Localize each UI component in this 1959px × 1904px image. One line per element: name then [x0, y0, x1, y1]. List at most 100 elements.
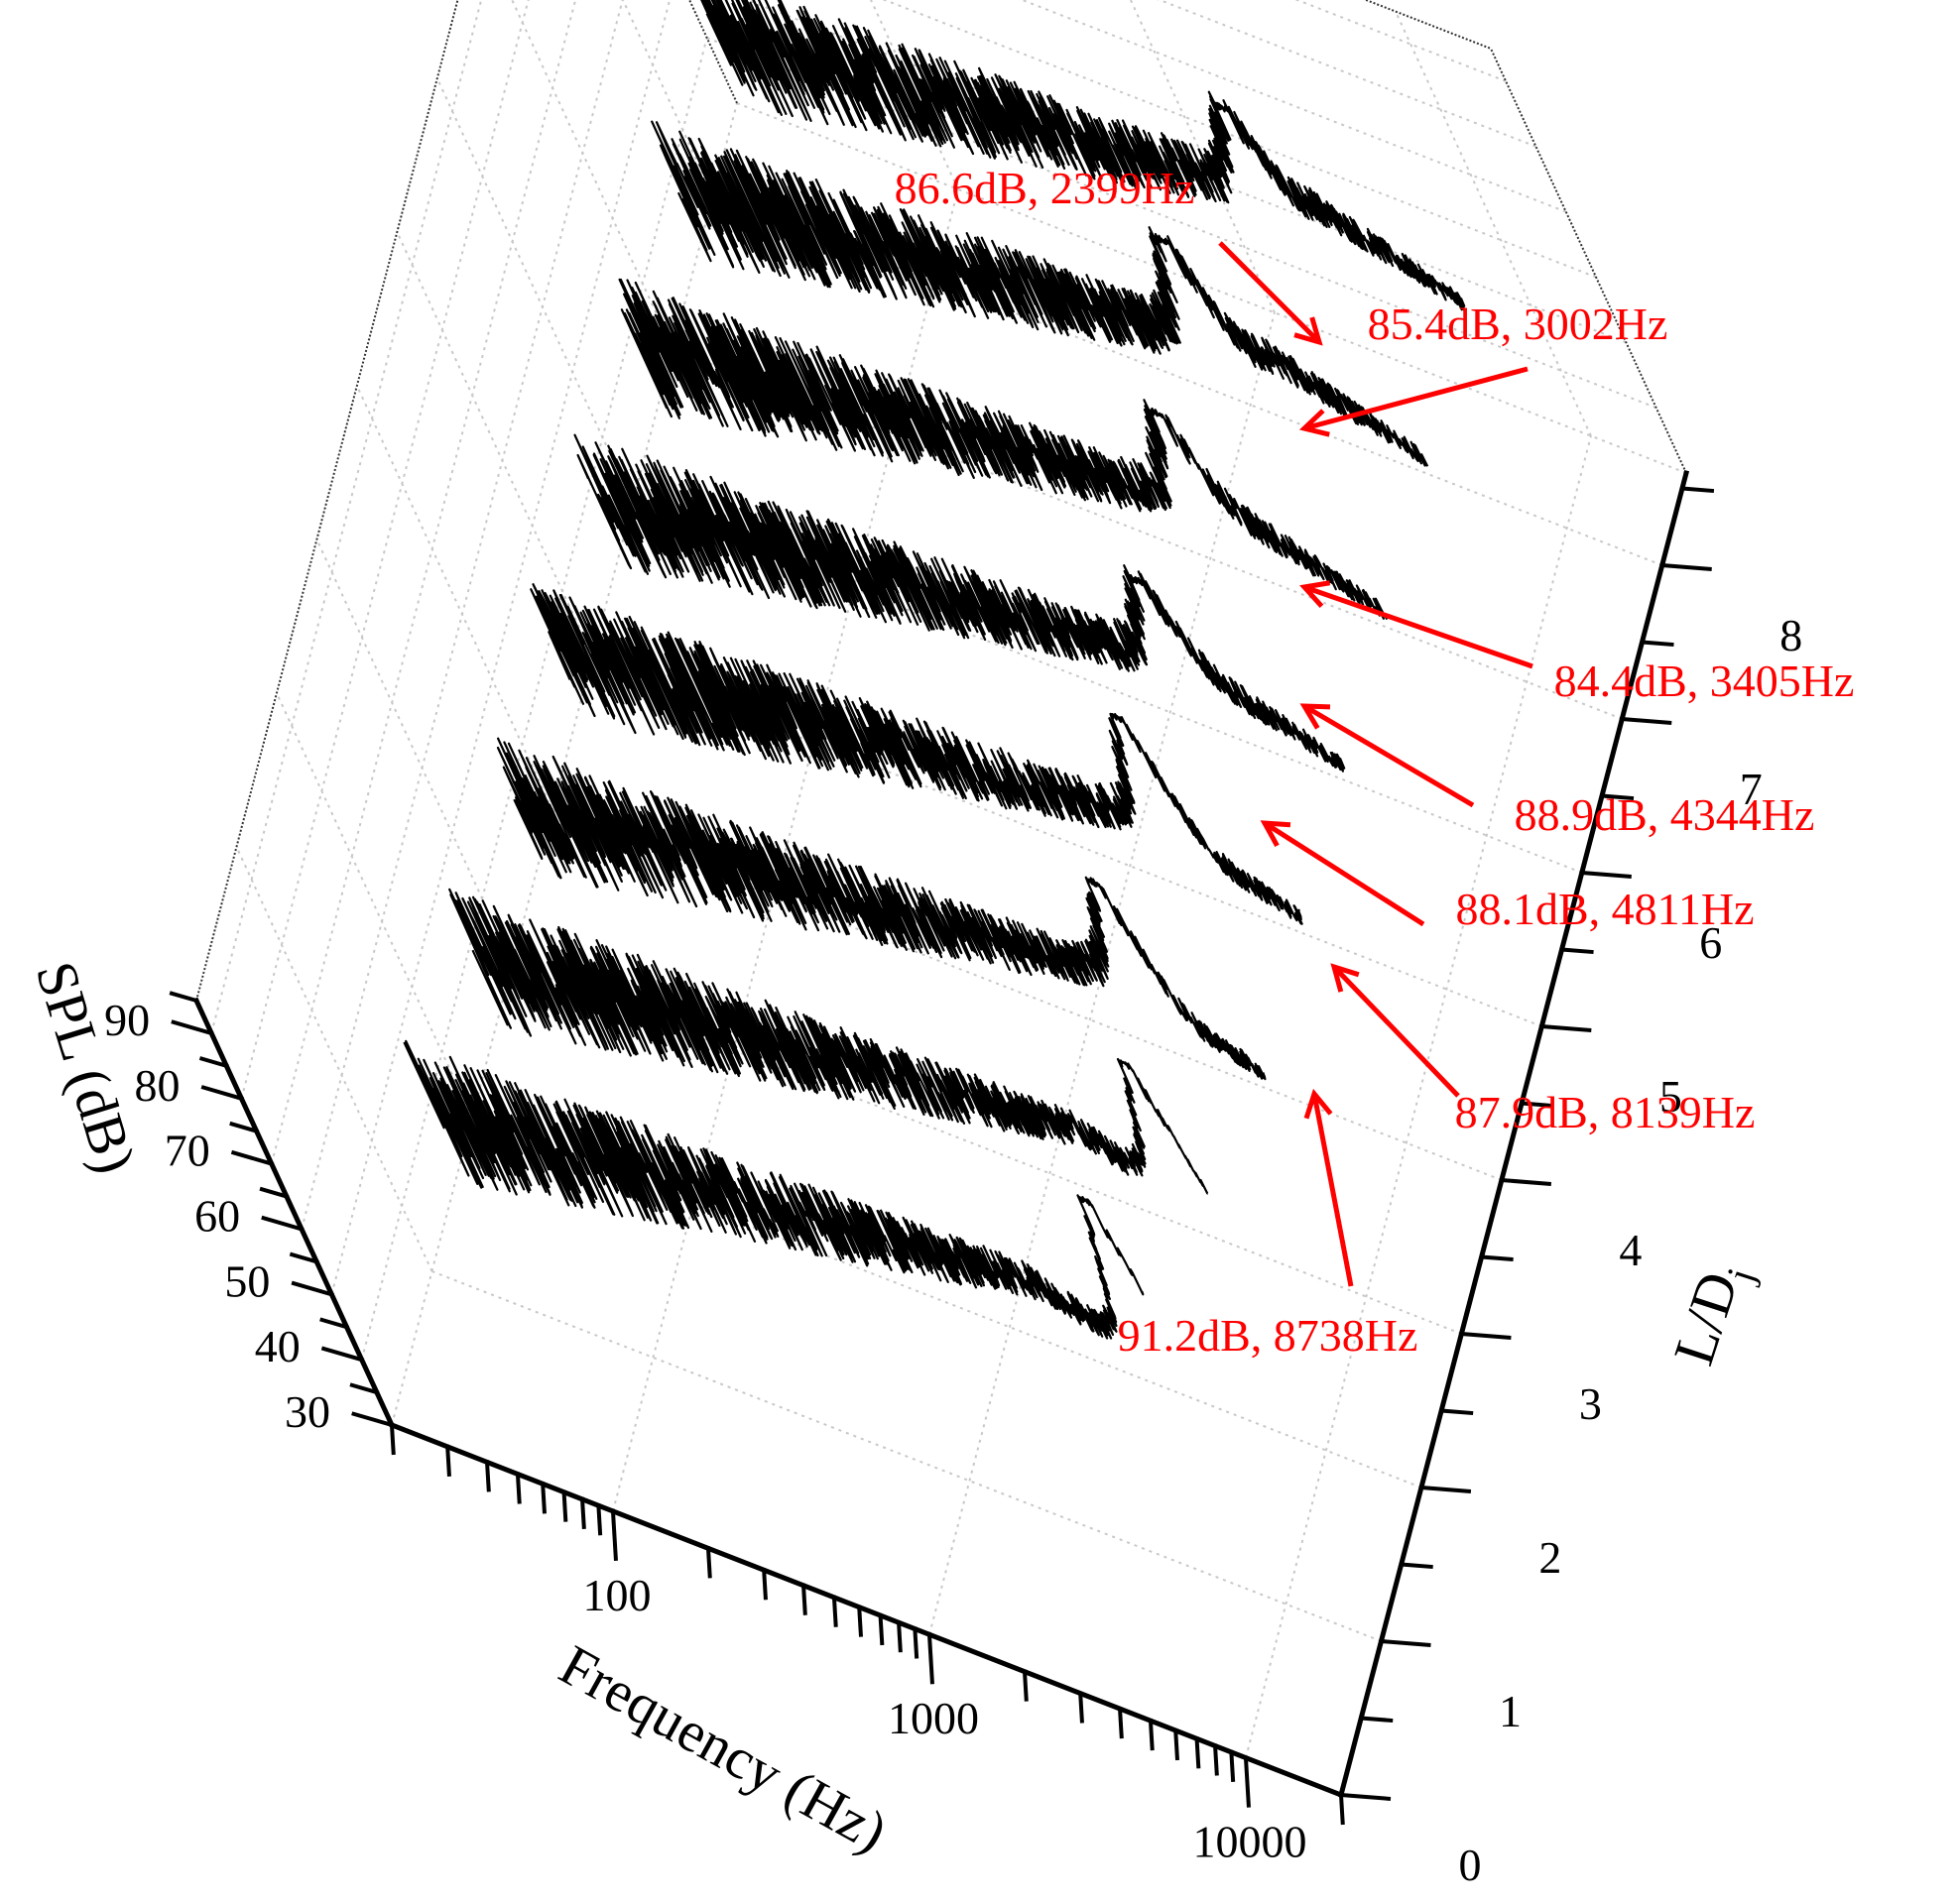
- annotation-arrow-head: [1260, 820, 1291, 847]
- grid-line: [672, 348, 1623, 720]
- y-axis-tick: [1620, 716, 1672, 725]
- z-axis-tick: [259, 1186, 290, 1200]
- annotation-arrow-head: [1330, 963, 1360, 993]
- y-tick-label: 5: [1659, 1071, 1682, 1122]
- grid-line: [551, 809, 1503, 1181]
- spectrum-line-ld-1: [403, 1039, 1145, 1340]
- annotation-arrow-head: [1303, 1088, 1333, 1120]
- annotation-arrow-shaft: [1263, 820, 1425, 927]
- z-axis-tick: [261, 1215, 305, 1232]
- x-axis-tick: [596, 1503, 603, 1536]
- grid-line: [471, 1117, 1422, 1488]
- x-axis-tick: [1243, 1755, 1251, 1808]
- y-axis-tick: [1679, 486, 1715, 494]
- x-axis-tick: [1212, 1743, 1219, 1776]
- annotation-label: 84.4dB, 3405Hz: [1554, 655, 1855, 706]
- x-axis-tick: [445, 1444, 451, 1478]
- annotation-arrow-head: [1293, 316, 1323, 346]
- grid-line: [396, 231, 594, 657]
- x-axis-tick: [1229, 1749, 1236, 1782]
- grid-line: [270, 0, 577, 1164]
- y-axis-tick: [1338, 1792, 1392, 1801]
- z-axis-tick: [351, 1411, 395, 1428]
- y-axis-tick: [1418, 1485, 1472, 1493]
- x-axis-tick: [857, 1605, 863, 1637]
- z-tick-label: 60: [194, 1190, 240, 1241]
- annotation-arrow-shaft: [1302, 703, 1475, 808]
- x-axis-tick: [515, 1472, 522, 1504]
- annotation-label: 86.6dB, 2399Hz: [895, 163, 1195, 213]
- grid-line: [706, 37, 1657, 410]
- z-tick-label: 30: [285, 1386, 330, 1437]
- z-axis-tick: [171, 1019, 214, 1036]
- z-axis-tick: [198, 1056, 229, 1069]
- z-axis-tick: [319, 1317, 350, 1330]
- x-axis-tick: [1078, 1691, 1084, 1724]
- annotation-arrow-shaft: [1332, 965, 1460, 1098]
- frame-edge: [195, 0, 459, 1002]
- x-axis-tick: [610, 1508, 618, 1562]
- spectrum-line-ld-6: [618, 278, 1389, 621]
- y-axis-tick: [1399, 1562, 1433, 1570]
- z-axis-tick: [200, 1085, 244, 1102]
- z-axis-title: SPL (dB): [24, 954, 149, 1180]
- x-axis-tick: [800, 1583, 807, 1615]
- grid-line: [1019, 0, 1567, 213]
- y-axis-tick: [1439, 1408, 1474, 1416]
- z-axis-tick: [230, 1149, 275, 1167]
- grid-line: [235, 846, 433, 1272]
- x-axis-tick: [705, 1546, 712, 1579]
- x-axis-tick: [561, 1489, 568, 1522]
- frame-edge: [1363, 0, 1492, 50]
- x-axis-tick: [1194, 1736, 1201, 1769]
- grid-line: [276, 692, 473, 1119]
- annotation-arrow-head: [1299, 580, 1331, 608]
- annotation-label: 88.1dB, 4811Hz: [1455, 884, 1754, 934]
- grid-line: [301, 0, 624, 1230]
- z-tick-label: 90: [104, 995, 150, 1045]
- grid-line: [210, 0, 483, 1034]
- y-axis-tick: [1640, 640, 1674, 648]
- y-axis-tick: [1599, 793, 1635, 801]
- x-axis-tick: [1173, 1727, 1179, 1761]
- spectrum-line-ld-8: [700, 0, 1466, 312]
- z-axis-line: [192, 997, 396, 1429]
- z-tick-label: 50: [224, 1255, 270, 1306]
- x-axis-tick: [913, 1626, 919, 1659]
- x-axis-tick: [389, 1422, 396, 1456]
- y-tick-label: 8: [1779, 610, 1802, 660]
- x-tick-label: 1000: [888, 1693, 979, 1743]
- spectrum-line-ld-5: [573, 433, 1346, 773]
- z-axis-tick: [229, 1121, 260, 1134]
- z-tick-label: 40: [255, 1321, 301, 1371]
- x-axis-tick: [762, 1568, 768, 1601]
- annotation-label: 85.4dB, 3002Hz: [1368, 298, 1668, 349]
- annotation-arrow-shaft: [1303, 366, 1529, 431]
- x-axis-tick: [579, 1496, 586, 1529]
- z-axis-tick: [291, 1280, 334, 1297]
- grid-line: [736, 102, 1687, 474]
- x-tick-label: 10000: [1192, 1817, 1306, 1867]
- grid-line: [612, 188, 959, 1512]
- grid-line: [435, 77, 634, 504]
- z-axis-tick: [289, 1251, 319, 1264]
- y-axis-tick: [1379, 1638, 1431, 1647]
- y-tick-label: 6: [1699, 917, 1722, 968]
- x-axis-tick: [1022, 1669, 1029, 1702]
- spectrum-line-ld-7: [651, 120, 1429, 467]
- y-axis-tick: [1559, 947, 1594, 955]
- y-tick-label: 2: [1538, 1532, 1561, 1583]
- y-tick-label: 0: [1459, 1840, 1482, 1890]
- y-tick-label: 4: [1619, 1225, 1642, 1275]
- annotation-label: 87.9dB, 8139Hz: [1455, 1087, 1756, 1137]
- grid-line: [355, 385, 553, 811]
- annotation-arrow-head: [1298, 409, 1330, 437]
- grid-line: [315, 538, 514, 965]
- box-frame: [195, 0, 1687, 1002]
- x-axis-tick: [484, 1460, 491, 1492]
- x-axis-tick: [541, 1482, 547, 1514]
- y-axis-tick: [1659, 562, 1712, 571]
- y-tick-label: 1: [1499, 1686, 1522, 1736]
- grid-line: [360, 37, 708, 1361]
- y-tick-label: 3: [1579, 1378, 1602, 1429]
